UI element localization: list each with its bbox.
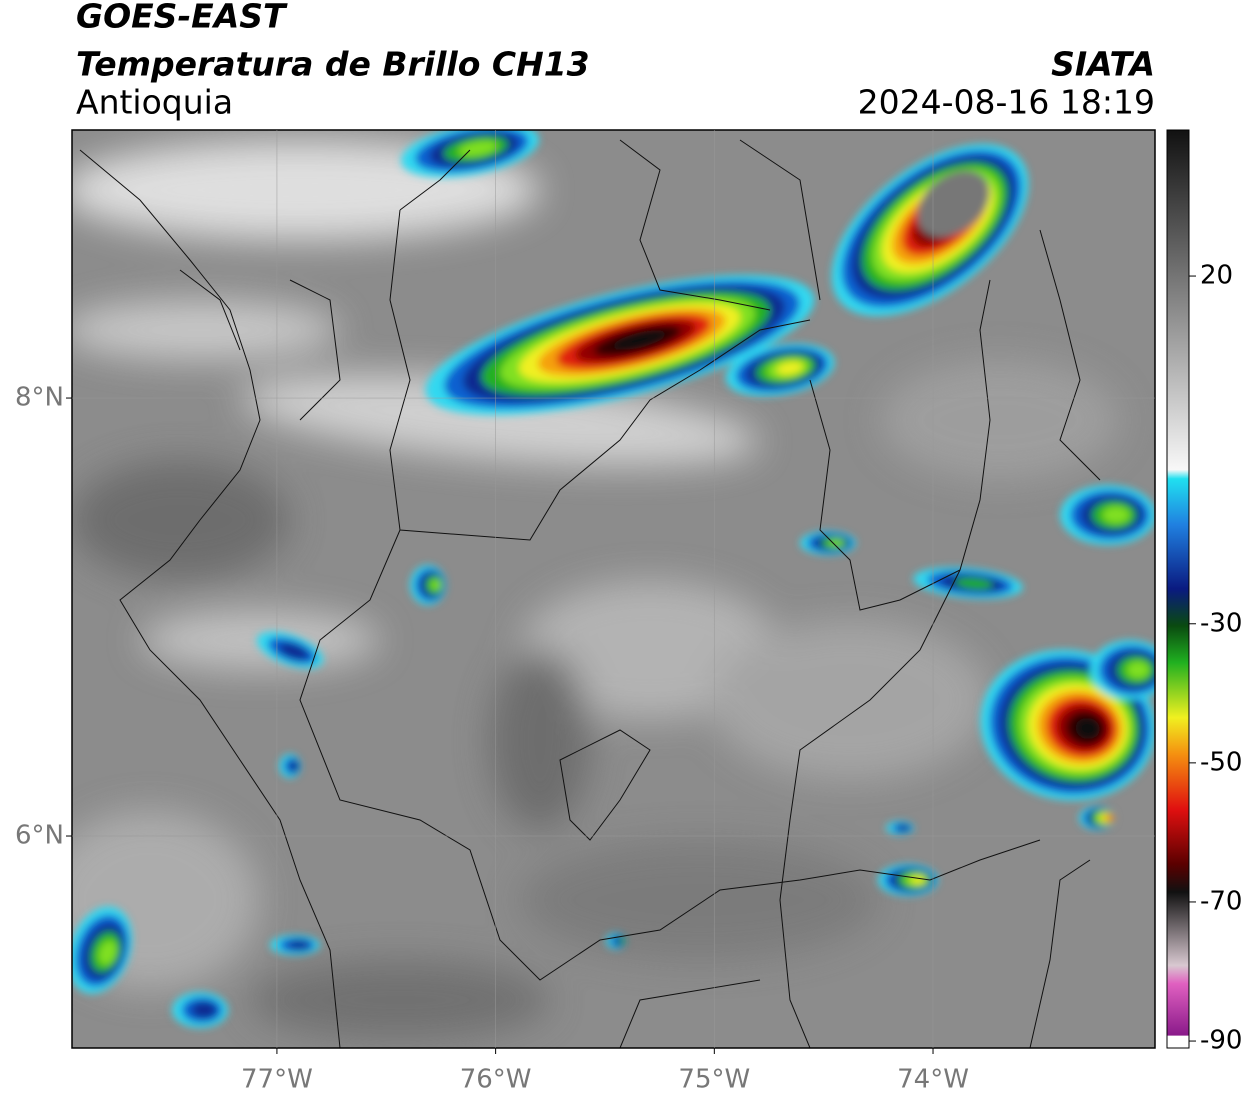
colorbar-label: -50 [1200,747,1242,777]
x-tick-label: 77°W [241,1065,313,1095]
x-tick-label: 74°W [897,1065,969,1095]
x-tick-label: 76°W [460,1065,532,1095]
x-tick-label: 75°W [678,1065,750,1095]
datetime: 2024-08-16 18:19 [858,83,1155,122]
y-tick-label: 8°N [15,383,64,413]
colorbar-label: -70 [1200,886,1242,916]
colorbar-label: -30 [1200,608,1242,638]
subtitle: Temperatura de Brillo CH13 [76,45,590,84]
map-frame [71,129,1156,1049]
colorbar-label: -90 [1200,1026,1242,1056]
source: SIATA [1051,45,1155,84]
y-tick-label: 6°N [15,821,64,851]
boundaries [79,139,1101,1048]
colorbar [1166,129,1190,1049]
region: Antioquia [76,83,233,122]
colorbar-label: 20 [1200,261,1233,291]
satellite-image [72,130,1155,1048]
title: GOES-EAST [76,0,288,36]
